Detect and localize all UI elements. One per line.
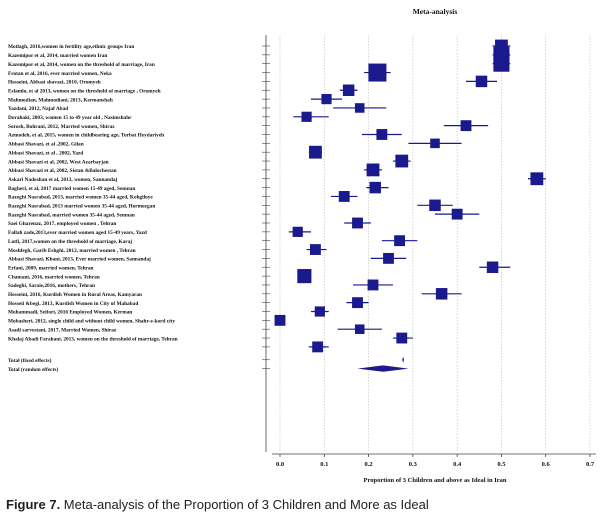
study-label: Sorosh, Bohrani, 2012, Married women, Sh… (8, 124, 115, 130)
study-label: Mohammadi, Seifori, 2016 Employed Women,… (8, 310, 132, 316)
study-marker (368, 63, 387, 82)
study-labels: Motlagh, 2016,women in fertility age,eth… (8, 44, 178, 373)
study-label: Kazemipor et al, 2014, married women Ira… (8, 53, 107, 59)
study-label: Hosseii &begi, 2013, Kurdish Women in Ci… (8, 301, 138, 307)
study-label: Motlagh, 2016,women in fertility age,eth… (8, 44, 134, 50)
study-marker (312, 341, 324, 353)
study-marker (366, 163, 380, 177)
study-label: Asadi sarvestani, 2017, Married Women, S… (8, 327, 117, 333)
study-marker (297, 269, 312, 284)
study-label: Abbasi Shavazi, Khani, 2013, Ever marrie… (8, 257, 151, 263)
study-rows (274, 39, 546, 372)
study-marker (430, 138, 440, 149)
study-label: Abbasi Shavazi, et al , 2002, Yazd (8, 150, 83, 156)
study-marker (435, 288, 448, 300)
study-marker (354, 324, 365, 334)
study-marker (451, 208, 463, 220)
study-marker (486, 261, 499, 273)
pooled-label: Total (fixed effects) (8, 357, 52, 364)
chart-title: Meta-analysis (413, 7, 458, 16)
study-marker (376, 129, 388, 140)
pooled-diamond (402, 356, 404, 363)
pooled-diamond (357, 365, 409, 372)
study-label: Fallah zade,2013,ever married women aged… (8, 230, 147, 236)
study-label: Razeghi Nasrabad, married women 35-44 ag… (8, 212, 135, 218)
x-tick-label: 0.1 (320, 461, 328, 468)
figure-caption: Figure 7. Meta-analysis of the Proportio… (6, 497, 610, 512)
study-label: Yazdani, 2012, Najaf Abad (8, 106, 68, 112)
study-label: Kazemipor et al, 2014, women on the thre… (8, 62, 155, 68)
study-marker (352, 217, 363, 229)
x-tick-label: 0.3 (409, 461, 418, 468)
study-marker (530, 172, 544, 186)
study-label: Hosseini, 2016, Kurdish Women in Rural A… (8, 292, 142, 298)
study-marker (394, 235, 405, 247)
study-label: Razeghi Nasrabad, 2013, married women 35… (8, 195, 153, 201)
caption-text: Meta-analysis of the Proportion of 3 Chi… (60, 497, 429, 512)
study-label: Chamani, 2016, married women, Tehran (8, 274, 100, 280)
study-marker (310, 244, 321, 255)
study-label: Mobasheri, 2012, single child and withou… (8, 319, 175, 325)
study-marker (342, 84, 355, 96)
study-marker (309, 145, 322, 159)
study-label: Bagheri, et al, 2017 married women 15-49… (8, 186, 135, 192)
study-label: Sadeghi, Saraie,2016, mothers, Tehran (8, 283, 95, 289)
study-label: Abbasi Shavazi et al, 2002, West Azarbay… (8, 159, 109, 165)
study-label: Lotfi, 2017,women on the threshold of ma… (8, 239, 132, 245)
study-label: Hosseini, Abbasi shavazi, 2010, Oromyeh (8, 80, 101, 86)
study-marker (369, 181, 381, 194)
study-label: Saei Gharenaz, 2017, employed women , Te… (8, 221, 116, 227)
study-label: Azmodeh, et al, 2015, women in childbear… (8, 133, 164, 139)
study-label: Razeghi Nasrabad, 2013 married women 35-… (8, 204, 155, 210)
study-label: Abbasi Shavazi et al, 2002, Sistan &Balo… (8, 168, 117, 174)
x-tick-label: 0.6 (542, 461, 551, 468)
study-marker (292, 226, 303, 237)
gridlines (279, 35, 591, 452)
study-marker (395, 154, 409, 168)
figure-label: Figure 7. (6, 497, 61, 512)
study-label: Abbasi Shavazi, et al ,2002, Gilan (8, 142, 84, 148)
study-label: Mahmodian, Mahmodiani, 2013, Kermanshah (8, 97, 113, 103)
study-label: Askari Nadoshan et al, 2013, women, Sann… (8, 177, 118, 183)
x-axis: 0.0 0.1 0.2 0.3 0.4 0.5 0.6 0.7 (262, 35, 596, 468)
study-marker (460, 120, 472, 132)
study-label: Frotan et al, 2016, ever married women, … (8, 71, 112, 77)
study-marker (383, 252, 394, 264)
study-marker (493, 55, 510, 72)
x-tick-label: 0.4 (453, 461, 462, 468)
study-label: Moshfegh, Garib Eshghi, 2012, married wo… (8, 248, 136, 254)
study-label: Erfani, 2009, married women, Tehran (8, 265, 94, 271)
pooled-label: Total (random effects) (8, 366, 58, 373)
study-marker (274, 314, 286, 326)
study-marker (352, 297, 363, 309)
study-marker (338, 191, 350, 202)
x-tick-label: 0.2 (365, 461, 373, 468)
study-label: Khalaj Abadi Farahani, 2013, women on th… (8, 336, 178, 342)
study-marker (314, 306, 325, 317)
study-label: Eslamlo, et al 2013, women on the thresh… (8, 88, 161, 94)
x-tick-label: 0.7 (586, 461, 595, 468)
study-marker (354, 103, 365, 113)
study-marker (475, 75, 488, 88)
study-marker (396, 332, 408, 344)
study-marker (321, 94, 332, 105)
study-marker (429, 199, 441, 212)
study-marker (367, 279, 379, 291)
x-tick-label: 0.5 (497, 461, 506, 468)
x-axis-label: Proportion of 3 Children and above as Id… (364, 477, 507, 484)
x-tick-label: 0.0 (276, 461, 284, 468)
study-marker (301, 111, 312, 122)
study-label: Dorahaki, 2003, women 15 to 49 year old … (8, 115, 132, 121)
